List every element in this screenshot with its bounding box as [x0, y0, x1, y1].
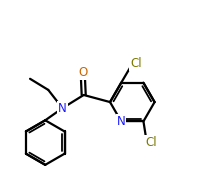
- Text: N: N: [117, 115, 126, 128]
- Text: Cl: Cl: [130, 57, 142, 70]
- Text: Cl: Cl: [145, 136, 157, 149]
- Text: O: O: [78, 66, 87, 79]
- Text: N: N: [58, 102, 67, 115]
